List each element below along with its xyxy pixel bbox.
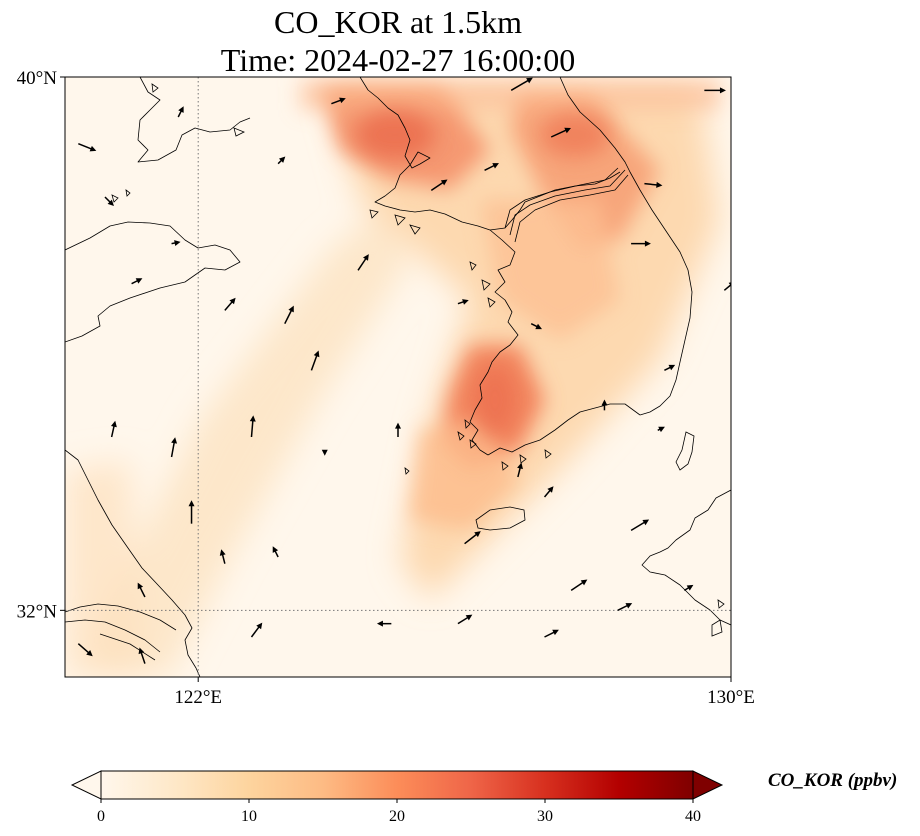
wind-arrow <box>321 449 328 456</box>
gridlines <box>65 77 731 677</box>
colorbar-gradient <box>100 770 694 800</box>
wind-arrow <box>137 582 146 598</box>
wind-arrow <box>683 584 694 591</box>
wind-arrow <box>170 437 178 458</box>
coastline-north-korea-west <box>359 77 621 231</box>
wind-arrow <box>543 486 554 498</box>
wind-arrow <box>644 181 663 188</box>
wind-arrow <box>395 422 401 437</box>
colorbar-tick-label-1: 10 <box>241 808 257 825</box>
colorbar-ticks: 0 10 20 30 40 <box>97 799 701 825</box>
field-southwest-core <box>473 365 517 435</box>
wind-arrow <box>177 106 184 118</box>
wind-arrow <box>457 614 473 625</box>
field-northeast-core <box>540 113 610 157</box>
wind-arrow <box>510 77 533 91</box>
wind-arrow <box>250 622 263 638</box>
map-panel <box>65 77 731 677</box>
coastline-kyushu <box>641 489 731 626</box>
coastline-korea-east <box>559 77 693 416</box>
wind-arrow <box>277 156 286 165</box>
wind-arrow <box>77 643 93 657</box>
coastline-china-mainland <box>65 221 241 343</box>
wind-arrow <box>544 629 559 638</box>
wind-arrow <box>601 399 608 411</box>
island-korea-sw-archipelago <box>457 419 552 471</box>
colorbar-tick-label-4: 40 <box>685 808 701 825</box>
axis-labels: 40°N 32°N 122°E 130°E <box>17 68 755 708</box>
coastline-yangtze-estuary <box>65 603 177 661</box>
coastline-liaodong <box>137 77 251 163</box>
wind-arrow <box>284 305 294 325</box>
wind-arrow <box>310 350 320 371</box>
field-china-coast <box>65 460 140 677</box>
island-west-sea-small <box>404 261 496 475</box>
wind-vectors <box>77 77 731 664</box>
coastline-shandong-islands <box>369 209 421 235</box>
wind-arrow <box>188 500 195 524</box>
colorbar-label: CO_KOR (ppbv) <box>768 770 897 791</box>
coastline-china-south <box>65 449 201 677</box>
wind-arrow <box>664 364 676 372</box>
lon-tick-label-1: 130°E <box>707 687 755 708</box>
wind-arrow <box>104 196 114 206</box>
colorbar-tick-label-3: 30 <box>537 808 553 825</box>
wind-arrow <box>617 603 633 612</box>
map-title: CO_KOR at 1.5km <box>274 4 522 40</box>
lon-tick-label-0: 122°E <box>174 687 222 708</box>
wind-arrow <box>219 549 226 564</box>
island-japan-south <box>711 599 725 637</box>
wind-arrow <box>430 179 448 191</box>
wind-arrow <box>224 297 236 311</box>
wind-arrow <box>110 420 117 438</box>
wind-arrow <box>484 163 499 172</box>
map-subtitle-time: Time: 2024-02-27 16:00:00 <box>221 42 575 78</box>
colorbar-extend-low <box>70 770 102 800</box>
field-north-upper-band <box>300 80 720 110</box>
wind-arrow <box>631 240 651 247</box>
co-concentration-field <box>65 80 720 677</box>
island-chinese-coast-small <box>111 83 245 203</box>
wind-arrow <box>517 462 523 478</box>
colorbar-tick-label-0: 0 <box>97 808 105 825</box>
lat-tick-label-1: 32°N <box>17 601 58 622</box>
wind-arrow <box>78 142 97 152</box>
wind-arrow <box>138 647 146 664</box>
wind-arrow <box>704 87 726 94</box>
wind-arrow <box>550 127 571 138</box>
wind-arrow <box>723 282 731 291</box>
island-jeju <box>475 506 526 531</box>
colorbar-tick-label-2: 20 <box>389 808 405 825</box>
map-frame <box>64 76 732 678</box>
island-tsushima <box>675 431 695 471</box>
wind-arrow <box>457 299 469 305</box>
wind-arrow <box>530 322 542 330</box>
wind-arrow <box>357 254 369 271</box>
wind-arrow <box>570 579 588 591</box>
wind-arrow <box>657 426 665 433</box>
wind-arrow <box>331 97 346 105</box>
coastline-korea-south <box>487 403 641 456</box>
wind-arrow <box>376 620 392 627</box>
wind-arrow <box>249 415 256 438</box>
colorbar: 0 10 20 30 40 CO_KOR (ppbv) <box>70 770 897 825</box>
field-southwest-lower <box>410 420 520 530</box>
coastlines <box>65 77 731 677</box>
wind-arrow <box>464 531 481 545</box>
colorbar-extend-high <box>692 770 724 800</box>
coastline-dmz-lines <box>504 167 629 243</box>
lat-tick-label-0: 40°N <box>17 68 58 89</box>
wind-arrow <box>272 546 279 558</box>
coastline-korea-west <box>469 229 519 456</box>
wind-arrow <box>131 278 143 285</box>
wind-arrow <box>630 519 650 531</box>
wind-arrow <box>171 240 181 246</box>
field-yellow-sea-band <box>90 210 410 677</box>
field-central-band <box>480 200 620 340</box>
field-north-core <box>355 110 435 160</box>
